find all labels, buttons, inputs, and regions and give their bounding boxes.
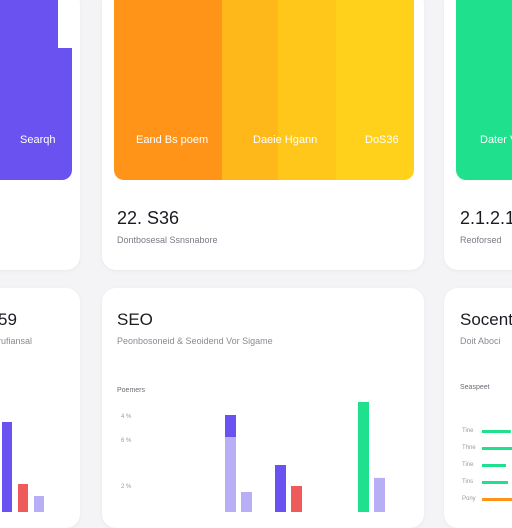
seo-chart-bar [291,486,302,512]
left-chart-bar [34,496,44,512]
right-chart-bar [374,477,385,512]
left-card-title: 59 [0,310,17,329]
left-card-subtitle: rufiansal [0,336,33,346]
left-chart-card[interactable] [0,288,80,528]
data-caption: Reoforsed [460,235,502,245]
social-tick-5: Pony [462,496,476,502]
social-chart-card[interactable] [444,288,512,528]
seo-tick-1: 4 % [121,414,132,420]
palette-banner[interactable]: Eand Bs poem Daeie Hgann DoS36 [114,0,414,180]
palette-segment-orange [114,0,222,180]
seo-card-title: SEO [117,310,153,329]
social-chart-stroke [482,430,511,433]
right-chart-bar [358,402,369,512]
seo-card-subtitle: Peonbosoneid & Seoidend Vor Sigame [117,336,273,346]
summary-value: 22. S36 [117,208,180,228]
social-card-title: Socent [460,310,512,329]
social-chart-stroke [482,481,508,484]
seo-tick-2: 6 % [121,438,132,444]
search-banner-label: Searqh [20,134,56,146]
seo-tick-3: 2 % [121,484,132,490]
seo-chart-bar [241,492,252,512]
palette-label-3: DoS36 [365,134,399,146]
palette-segment-amber [222,0,278,180]
summary-caption: Dontbosesal Ssnsnabore [117,235,218,245]
seo-bar-chart [225,415,302,512]
social-chart-stroke [482,464,506,467]
right-bar-chart [358,402,385,512]
social-chart-stroke [482,447,512,450]
social-card-subtitle: Doit Aboci [460,336,501,346]
seo-chart-card[interactable] [102,288,424,528]
palette-segment-gold [278,0,336,180]
left-chart-bar [2,422,12,512]
social-tick-3: Tine [462,462,474,468]
seo-chart-bar [225,437,236,512]
social-chart-stroke [482,498,512,501]
palette-label-2: Daeie Hgann [253,134,318,146]
seo-chart-label: Poemers [117,387,146,394]
left-bar-chart [2,422,44,512]
social-tick-1: Tine [462,428,474,434]
data-banner-label: Dater V [480,134,512,146]
social-tick-4: Tins [462,479,474,485]
seo-chart-bar [275,465,286,512]
banner-notch [58,0,72,48]
social-chart-label: Seaspeet [460,384,490,391]
palette-label-1: Eand Bs poem [136,134,209,146]
data-banner[interactable]: Dater V [456,0,512,180]
social-line-chart [482,430,512,501]
social-tick-2: Thne [462,445,476,451]
search-banner[interactable]: Searqh [0,0,72,180]
data-value: 2.1.2.1 [460,208,512,228]
palette-segment-yellow [336,0,414,180]
left-chart-bar [18,484,28,512]
